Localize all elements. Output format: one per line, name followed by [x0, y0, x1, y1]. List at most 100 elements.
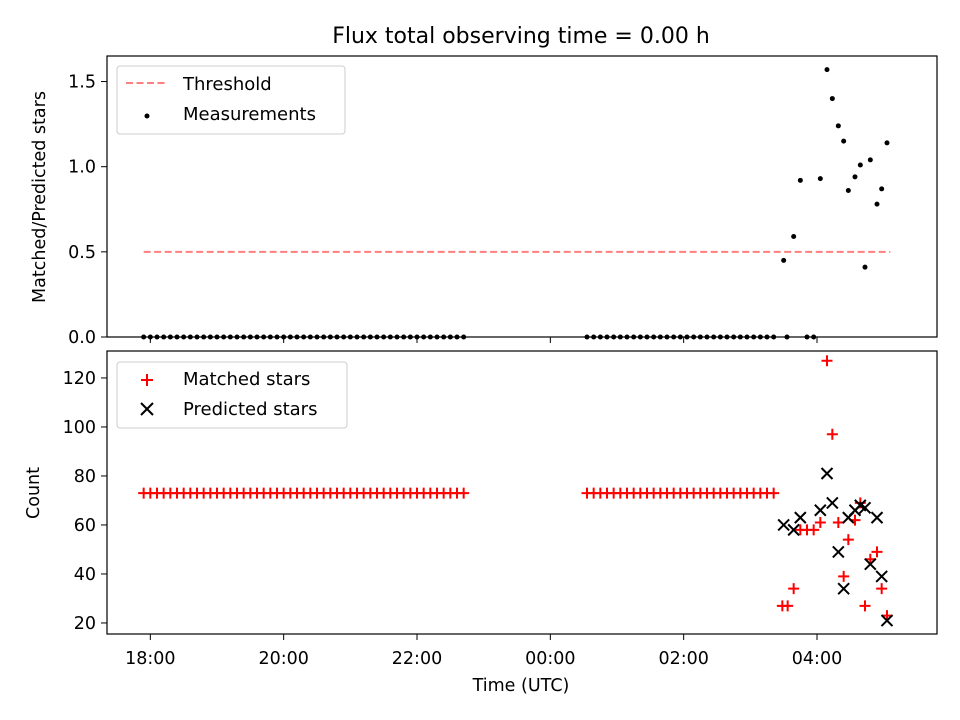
bottom-legend-box: [116, 361, 348, 429]
measurement-point: [454, 334, 460, 340]
measurement-point: [764, 334, 770, 340]
measurement-point: [461, 334, 467, 340]
measurement-point: [407, 334, 413, 340]
measurement-point: [862, 264, 868, 270]
bottom-y-tick-label: 40: [74, 565, 96, 585]
measurement-point: [194, 334, 200, 340]
x-axis-label: Time (UTC): [472, 676, 570, 696]
measurement-point: [381, 334, 387, 340]
predicted-star-point: [880, 614, 894, 627]
measurement-point: [414, 334, 420, 340]
matched-star-point: [768, 487, 780, 499]
measurement-point: [797, 177, 803, 183]
top-plot-frame: [106, 55, 938, 338]
measurement-point: [214, 334, 220, 340]
measurement-point: [611, 334, 617, 340]
legend-matched-swatch: [141, 374, 153, 386]
measurement-point: [791, 234, 797, 240]
measurement-point: [617, 334, 623, 340]
measurement-point: [841, 138, 847, 144]
measurement-point: [811, 334, 817, 340]
measurement-point: [704, 334, 710, 340]
measurement-point: [261, 334, 267, 340]
measurement-point: [361, 334, 367, 340]
measurements-series: [141, 67, 890, 340]
measurement-point: [327, 334, 333, 340]
measurement-point: [684, 334, 690, 340]
matched-star-point: [808, 524, 820, 536]
measurement-point: [724, 334, 730, 340]
measurement-point: [717, 334, 723, 340]
measurement-point: [347, 334, 353, 340]
matched-star-point: [859, 600, 871, 612]
matched-star-point: [782, 600, 794, 612]
measurement-point: [874, 201, 880, 207]
measurement-point: [274, 334, 280, 340]
measurement-point: [744, 334, 750, 340]
measurement-point: [857, 162, 863, 168]
measurement-point: [227, 334, 233, 340]
measurement-point: [731, 334, 737, 340]
bottom-y-tick-label: 120: [63, 369, 96, 389]
measurement-point: [771, 334, 777, 340]
measurement-point: [167, 334, 173, 340]
x-tick-label: 22:00: [392, 649, 442, 669]
bottom-y-tick-label: 20: [74, 614, 96, 634]
predicted-star-point: [777, 518, 790, 532]
chart-title: Flux total observing time = 0.00 h: [332, 24, 710, 49]
measurement-point: [287, 334, 293, 340]
matched-star-point: [876, 583, 888, 595]
predicted-stars-series: [777, 467, 894, 627]
measurement-point: [631, 334, 637, 340]
measurement-point: [294, 334, 300, 340]
predicted-star-point: [787, 523, 800, 537]
measurement-point: [597, 334, 603, 340]
measurement-point: [591, 334, 597, 340]
predicted-star-point: [794, 511, 807, 524]
predicted-star-point: [826, 496, 839, 510]
measurement-point: [751, 334, 757, 340]
matched-star-point: [814, 517, 826, 529]
predicted-star-point: [814, 504, 827, 517]
measurement-point: [644, 334, 650, 340]
measurement-point: [824, 67, 830, 73]
measurement-point: [884, 140, 890, 146]
measurement-point: [697, 334, 703, 340]
legend-predicted-swatch: [140, 402, 154, 416]
measurement-point: [447, 334, 453, 340]
measurement-point: [657, 334, 663, 340]
bottom-y-tick-label: 60: [74, 516, 96, 536]
measurement-point: [781, 257, 787, 263]
x-tick-label: 00:00: [525, 649, 575, 669]
measurement-point: [845, 188, 851, 194]
predicted-star-point: [858, 501, 872, 515]
matched-star-point: [842, 534, 854, 546]
measurement-point: [341, 334, 347, 340]
matched-star-point: [821, 355, 833, 367]
top-y-tick-label: 1.0: [68, 158, 96, 178]
measurement-point: [664, 334, 670, 340]
matched-star-point: [832, 517, 844, 529]
bottom-x-ticks: 18:00 20:00 22:00 00:00 02:00 04:00: [125, 634, 842, 669]
measurement-point: [334, 334, 340, 340]
bottom-y-axis-label: Count: [24, 467, 44, 519]
measurement-point: [835, 123, 841, 129]
matched-stars-series: [138, 355, 893, 622]
measurement-point: [804, 334, 810, 340]
bottom-y-ticks: 20 40 60 80 100 120: [63, 369, 107, 634]
top-legend-box: [116, 65, 346, 135]
x-tick-label: 18:00: [125, 649, 175, 669]
measurement-point: [154, 334, 160, 340]
measurement-point: [829, 96, 835, 102]
measurement-point: [401, 334, 407, 340]
measurement-point: [314, 334, 320, 340]
bottom-plot-frame: [106, 350, 938, 635]
top-y-tick-label: 0.0: [68, 328, 96, 348]
measurement-point: [321, 334, 327, 340]
measurement-point: [394, 334, 400, 340]
bottom-legend: Matched stars Predicted stars: [116, 361, 348, 429]
measurement-point: [161, 334, 167, 340]
measurement-point: [254, 334, 260, 340]
matched-star-point: [788, 583, 800, 595]
